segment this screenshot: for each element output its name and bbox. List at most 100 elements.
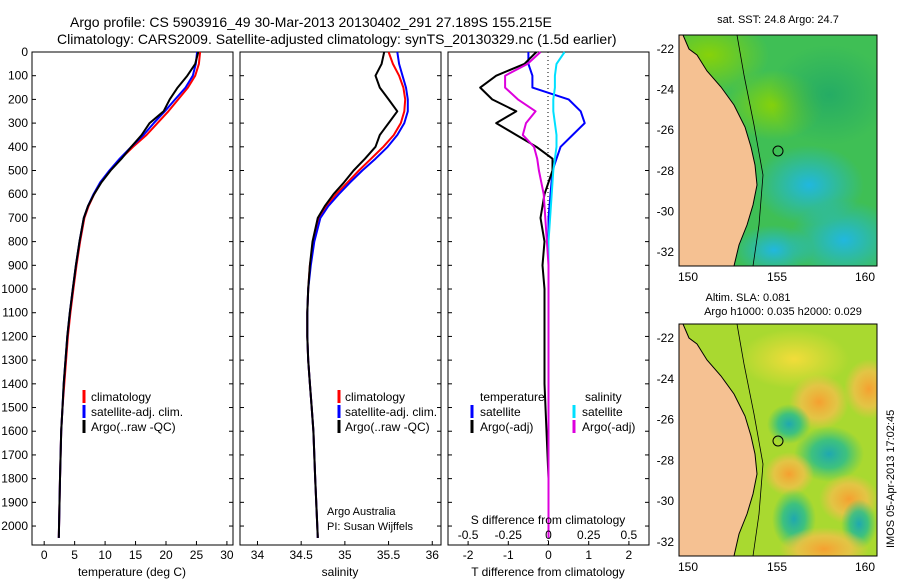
- depth-tick-label: 1400: [1, 377, 28, 391]
- sla-map: Altim. SLA: 0.081 Argo h1000: 0.035 h200…: [657, 292, 878, 574]
- difference-panel: temperature salinity satellite Argo(-adj…: [447, 51, 650, 579]
- longitude-label: 150: [678, 560, 698, 574]
- x-tick-label: 0: [41, 548, 48, 562]
- depth-tick-label: 1100: [2, 306, 28, 320]
- profile-line: [57, 51, 199, 538]
- depth-tick-label: 2000: [1, 519, 28, 533]
- profile-line: [504, 51, 550, 538]
- sla-high-anomaly: [764, 452, 814, 496]
- temperature-xlabel: temperature (deg C): [78, 565, 186, 579]
- x-tick-label: 35.5: [377, 548, 401, 562]
- salinity-panel: 34 34.5 35 35.5 36 salinity climatology sate…: [239, 51, 442, 579]
- x-tick-label: 34: [251, 548, 265, 562]
- profile-line: [57, 51, 202, 538]
- legend-label-satellite: satellite-adj. clim.: [91, 405, 183, 419]
- x-tick-label: 25: [190, 548, 204, 562]
- sst-land: [679, 35, 757, 266]
- sla-map-title-line-1: Altim. SLA: 0.081: [706, 292, 791, 304]
- s-difference-label: S difference from climatology: [471, 513, 626, 527]
- sla-high-anomaly: [739, 329, 849, 389]
- depth-tick-label: 1900: [1, 495, 28, 509]
- latitude-label: -32: [657, 535, 675, 549]
- argo-float-marker: [772, 145, 784, 157]
- credit-line-1: Argo Australia: [327, 506, 396, 518]
- longitude-label: 150: [678, 270, 698, 284]
- depth-tick-label: 300: [8, 116, 28, 130]
- sla-map-title-line-2: Argo h1000: 0.035 h2000: 0.029: [704, 306, 862, 318]
- latitude-label: -32: [657, 245, 675, 259]
- s-tick-label: -0.5: [458, 528, 479, 542]
- legend-label-climatology: climatology: [345, 390, 405, 404]
- latitude-label: -24: [657, 83, 675, 97]
- legend-label-satellite: satellite-adj. clim.: [345, 405, 437, 419]
- legend-heading-temperature: temperature: [480, 390, 545, 404]
- sla-map-frame: [678, 323, 878, 557]
- sst-contour: [736, 35, 764, 266]
- sst-map-title: sat. SST: 24.8 Argo: 24.7: [717, 14, 839, 26]
- sst-map-frame: [678, 34, 878, 267]
- sla-land: [679, 324, 757, 556]
- profile-line: [57, 51, 200, 538]
- temperature-x-ticks: 0 5 10 15 20 25 30: [41, 541, 234, 562]
- depth-tick-label: 0: [21, 45, 28, 59]
- s-tick-label: -0.25: [495, 528, 523, 542]
- sst-coastline: [682, 35, 758, 266]
- latitude-label: -28: [657, 164, 675, 178]
- legend-label-argo: Argo(..raw -QC): [91, 420, 176, 434]
- t-difference-ticks: -2 -1 0 1 2: [463, 541, 633, 562]
- salinity-axes: [239, 51, 442, 546]
- sst-map: sat. SST: 24.8 Argo: 24.7: [657, 14, 878, 284]
- x-tick-label: 35: [338, 548, 352, 562]
- legend-label-climatology: climatology: [91, 390, 151, 404]
- s-tick-label: 0: [545, 528, 552, 542]
- sla-high-anomaly: [844, 359, 877, 419]
- latitude-label: -26: [657, 413, 675, 427]
- depth-tick-label: 1200: [1, 329, 28, 343]
- s-tick-label: 0.5: [621, 528, 638, 542]
- x-tick-label: 5: [71, 548, 78, 562]
- s-difference-ticks: -0.5 -0.25 0 0.25 0.5: [458, 528, 638, 542]
- x-tick-label: 1: [585, 548, 592, 562]
- depth-tick-label: 400: [8, 140, 28, 154]
- salinity-x-ticks: 34 34.5 35 35.5 36: [251, 541, 439, 562]
- legend-label-s-satellite: satellite: [582, 405, 623, 419]
- credit-line-2: PI: Susan Wijffels: [327, 521, 413, 533]
- sst-cool-patch: [734, 225, 814, 266]
- legend-heading-salinity: salinity: [585, 390, 622, 404]
- sla-coastline: [682, 324, 758, 556]
- depth-tick-label: 500: [8, 164, 28, 178]
- sla-latitude-labels: -22 -24 -26 -28 -30 -32: [657, 331, 675, 549]
- argo-float-marker: [772, 435, 784, 447]
- difference-xlabel: T difference from climatology: [471, 565, 625, 579]
- x-tick-label: 34.5: [289, 548, 313, 562]
- longitude-label: 160: [855, 270, 875, 284]
- x-tick-label: 30: [220, 548, 234, 562]
- sla-high-anomaly: [779, 527, 869, 556]
- latitude-label: -22: [657, 42, 675, 56]
- legend-label-argo: Argo(..raw -QC): [345, 420, 430, 434]
- sst-latitude-labels: -22 -24 -26 -28 -30 -32: [657, 42, 675, 259]
- longitude-label: 155: [767, 270, 787, 284]
- profile-line: [306, 51, 399, 538]
- x-tick-label: -2: [463, 548, 474, 562]
- legend-label-t-argo: Argo(-adj): [480, 420, 533, 434]
- temperature-axes: [31, 51, 234, 546]
- profile-line: [527, 52, 586, 538]
- x-tick-label: 36: [426, 548, 440, 562]
- imos-watermark: IMOS 05-Apr-2013 17:02:45: [885, 410, 897, 548]
- latitude-label: -30: [657, 494, 675, 508]
- temperature-panel: 0100200300400500600700800900100011001200…: [1, 45, 649, 579]
- salinity-profiles: [306, 51, 409, 538]
- depth-tick-label: 100: [8, 69, 28, 83]
- depth-tick-label: 200: [8, 92, 28, 106]
- title-line-2: Climatology: CARS2009. Satellite-adjuste…: [57, 31, 617, 47]
- depth-tick-label: 1300: [1, 353, 28, 367]
- sla-contour: [736, 324, 764, 556]
- depth-tick-label: 1600: [1, 424, 28, 438]
- x-tick-label: 2: [626, 548, 633, 562]
- sla-low-anomaly: [767, 404, 811, 444]
- temperature-profiles: [57, 51, 202, 538]
- difference-legend: temperature salinity satellite Argo(-adj…: [470, 390, 635, 434]
- depth-tick-label: 1500: [1, 401, 28, 415]
